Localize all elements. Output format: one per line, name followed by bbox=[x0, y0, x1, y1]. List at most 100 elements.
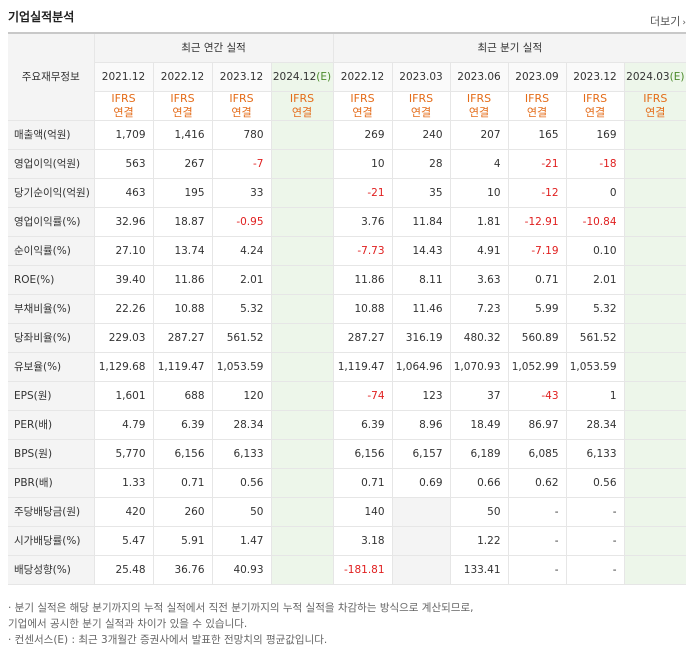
value-cell: 0.71 bbox=[152, 467, 213, 498]
value-cell: 5.99 bbox=[507, 293, 567, 324]
table-row: 주당배당금(원) 420 260 50 140 50- - bbox=[8, 496, 687, 527]
basis-consolidated: 연결 bbox=[468, 105, 490, 119]
value-cell: 1,064.96 bbox=[391, 351, 451, 382]
period-label: 2023.06 bbox=[457, 70, 501, 83]
value-cell: -7.19 bbox=[507, 235, 567, 266]
value-cell bbox=[270, 119, 334, 150]
basis-consolidated: 연결 bbox=[645, 105, 666, 119]
table-row: 매출액(억원) 1,709 1,416 780 269 240 207 165 169 bbox=[8, 119, 687, 150]
value-cell: 0.71 bbox=[332, 467, 393, 498]
value-cell bbox=[270, 496, 334, 527]
period-label: 2022.12 bbox=[160, 70, 205, 83]
value-cell bbox=[270, 322, 334, 353]
value-cell: 140 bbox=[332, 496, 393, 527]
empty-cell bbox=[391, 496, 451, 527]
value-cell: - bbox=[565, 525, 625, 556]
value-cell bbox=[623, 525, 687, 556]
value-cell: 50 bbox=[211, 496, 272, 527]
value-cell: 1,601 bbox=[93, 380, 154, 411]
basis-consolidated: 연결 bbox=[584, 105, 606, 119]
value-cell bbox=[270, 351, 334, 382]
basis-ifrs: IFRS bbox=[170, 91, 195, 105]
basis-header: IFRS 연결 bbox=[211, 90, 272, 121]
value-cell: 10 bbox=[332, 148, 393, 179]
period-header: 2024.12(E) bbox=[270, 61, 334, 92]
value-cell: 8.11 bbox=[391, 264, 451, 295]
value-cell: 267 bbox=[152, 148, 213, 179]
value-cell: 240 bbox=[391, 119, 451, 150]
corner-header: 주요재무정보 bbox=[8, 32, 95, 121]
basis-header: IFRS 연결 bbox=[391, 90, 451, 121]
period-label: 2023.03 bbox=[399, 70, 443, 83]
value-cell: 86.97 bbox=[507, 409, 567, 440]
basis-ifrs: IFRS bbox=[524, 91, 550, 105]
footnote-line: · 분기 실적은 해당 분기까지의 누적 실적에서 직전 분기까지의 누적 실적… bbox=[8, 602, 474, 614]
value-cell: 169 bbox=[565, 119, 625, 150]
row-label: BPS(원) bbox=[8, 438, 95, 469]
value-cell bbox=[623, 148, 687, 179]
row-label: PER(배) bbox=[8, 409, 95, 440]
basis-ifrs: IFRS bbox=[229, 91, 254, 105]
value-cell: 5,770 bbox=[93, 438, 154, 469]
value-cell: 28.34 bbox=[565, 409, 625, 440]
value-cell bbox=[270, 380, 334, 411]
basis-header: IFRS 연결 bbox=[332, 90, 393, 121]
value-cell: 0.62 bbox=[507, 467, 567, 498]
value-cell bbox=[270, 554, 334, 585]
basis-consolidated: 연결 bbox=[172, 105, 193, 119]
value-cell: 287.27 bbox=[152, 322, 213, 353]
value-cell bbox=[270, 525, 334, 556]
value-cell: -21 bbox=[507, 148, 567, 179]
value-cell bbox=[270, 293, 334, 324]
value-cell: 1,129.68 bbox=[93, 351, 154, 382]
row-label: 배당성향(%) bbox=[8, 554, 95, 585]
value-cell: 18.49 bbox=[449, 409, 509, 440]
value-cell: 0.56 bbox=[211, 467, 272, 498]
value-cell: 1,053.59 bbox=[565, 351, 625, 382]
more-label: 더보기 bbox=[650, 15, 681, 28]
value-cell: -74 bbox=[332, 380, 393, 411]
value-cell: -12 bbox=[507, 177, 567, 208]
row-label: ROE(%) bbox=[8, 264, 95, 295]
value-cell bbox=[623, 235, 687, 266]
value-cell: -18 bbox=[565, 148, 625, 179]
value-cell: 22.26 bbox=[93, 293, 154, 324]
value-cell: 5.91 bbox=[152, 525, 213, 556]
value-cell: - bbox=[507, 554, 567, 585]
value-cell: 10 bbox=[449, 177, 509, 208]
value-cell: 1,119.47 bbox=[152, 351, 213, 382]
basis-ifrs: IFRS bbox=[582, 91, 608, 105]
value-cell: 1.22 bbox=[449, 525, 509, 556]
value-cell bbox=[270, 177, 334, 208]
period-header: 2023.12 bbox=[565, 61, 625, 92]
footnote-line: 기업에서 공시한 분기 실적과 차이가 있을 수 있습니다. bbox=[8, 618, 248, 630]
value-cell: 6.39 bbox=[332, 409, 393, 440]
value-cell: -43 bbox=[507, 380, 567, 411]
table-row: PER(배) 4.79 6.39 28.34 6.39 8.96 18.49 86.97 28.… bbox=[8, 409, 687, 440]
estimate-marker: (E) bbox=[669, 70, 685, 83]
value-cell: 1.81 bbox=[449, 206, 509, 237]
value-cell: 1 bbox=[565, 380, 625, 411]
value-cell: 2.01 bbox=[211, 264, 272, 295]
value-cell: 4.91 bbox=[449, 235, 509, 266]
row-label: 순이익률(%) bbox=[8, 235, 95, 266]
value-cell: 32.96 bbox=[93, 206, 154, 237]
table-row: PBR(배) 1.33 0.71 0.56 0.71 0.69 0.66 0.62 0.56 bbox=[8, 467, 687, 498]
basis-consolidated: 연결 bbox=[291, 105, 313, 119]
value-cell bbox=[623, 554, 687, 585]
value-cell: 11.86 bbox=[152, 264, 213, 295]
annual-group-header: 최근 연간 실적 bbox=[93, 32, 334, 63]
value-cell: 4 bbox=[449, 148, 509, 179]
more-link[interactable]: 더보기 › bbox=[650, 13, 686, 29]
value-cell bbox=[623, 496, 687, 527]
table-row: 순이익률(%) 27.10 13.74 4.24 -7.73 14.43 4.91 -7.19… bbox=[8, 235, 687, 266]
value-cell: 6,156 bbox=[332, 438, 393, 469]
value-cell: 688 bbox=[152, 380, 213, 411]
value-cell: 6,156 bbox=[152, 438, 213, 469]
value-cell bbox=[623, 322, 687, 353]
period-label: 2023.12 bbox=[219, 70, 264, 83]
basis-consolidated: 연결 bbox=[410, 105, 432, 119]
value-cell: 11.84 bbox=[391, 206, 451, 237]
empty-cell bbox=[391, 525, 451, 556]
basis-header: IFRS 연결 bbox=[623, 90, 687, 121]
